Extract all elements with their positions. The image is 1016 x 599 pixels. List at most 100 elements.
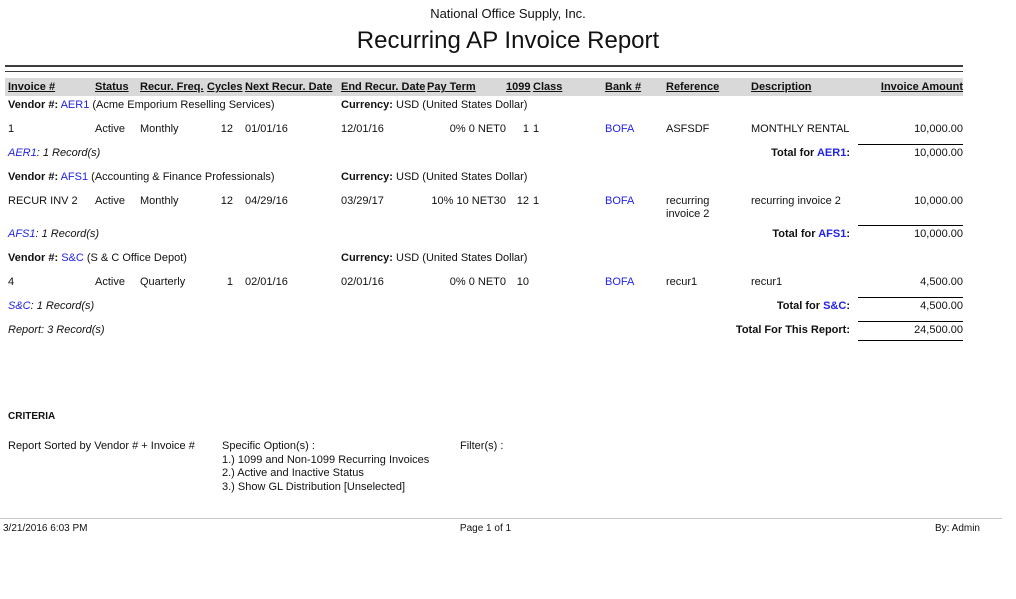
- report-total-label: Total For This Report:: [735, 324, 850, 336]
- cell-reference: recur1: [666, 276, 698, 288]
- record-count: AER1: 1 Record(s): [5, 144, 100, 159]
- col-reference: Reference: [666, 81, 720, 93]
- total-for-text: Total for: [776, 300, 821, 312]
- invoice-row: 4 Active Quarterly 1 02/01/16 02/01/16 0…: [5, 276, 963, 289]
- vendor-code-link[interactable]: S&C: [61, 252, 84, 264]
- title-divider: [5, 65, 963, 72]
- vendor-label: Vendor #:: [8, 252, 59, 264]
- cell-invoice: RECUR INV 2: [8, 195, 78, 207]
- currency-value: USD (United States Dollar): [396, 171, 528, 183]
- cell-bank-link[interactable]: BOFA: [605, 276, 635, 288]
- vendor-name: (Acme Emporium Reselling Services): [92, 99, 275, 111]
- cell-invoice: 4: [8, 276, 15, 288]
- criteria-filters-label: Filter(s) :: [460, 440, 504, 452]
- cell-bank-link[interactable]: BOFA: [605, 123, 635, 135]
- cell-1099: 10: [516, 276, 529, 288]
- record-count: S&C: 1 Record(s): [5, 297, 94, 312]
- total-vendor-code-link[interactable]: AER1: [816, 147, 847, 159]
- record-count-code-link[interactable]: S&C: [8, 300, 31, 312]
- col-invoice-amount: Invoice Amount: [880, 81, 963, 93]
- vendor-total-amount: 10,000.00: [858, 144, 963, 159]
- currency-label: Currency:: [341, 99, 393, 111]
- cell-description: recur1: [751, 276, 783, 288]
- criteria-option: 1.) 1099 and Non-1099 Recurring Invoices: [222, 453, 430, 466]
- currency-label: Currency:: [341, 171, 393, 183]
- invoice-row: 1 Active Monthly 12 01/01/16 12/01/16 0%…: [5, 123, 963, 136]
- cell-class: 1: [533, 195, 540, 207]
- total-for-text: Total for: [772, 228, 816, 240]
- cell-end-date: 03/29/17: [341, 195, 384, 207]
- cell-1099: 12: [516, 195, 529, 207]
- cell-class: [533, 276, 605, 289]
- currency-value: USD (United States Dollar): [396, 99, 528, 111]
- company-name: National Office Supply, Inc.: [430, 6, 586, 21]
- cell-cycles: 12: [220, 123, 233, 135]
- cell-description: MONTHLY RENTAL: [751, 123, 850, 135]
- vendor-total-amount: 4,500.00: [858, 297, 963, 312]
- vendor-code-link[interactable]: AFS1: [60, 171, 89, 183]
- vendor-name: (Accounting & Finance Professionals): [91, 171, 275, 183]
- cell-pay-term: 0% 0 NET0: [449, 276, 506, 288]
- cell-amount: 10,000.00: [914, 123, 963, 135]
- col-cycles: Cycles: [207, 81, 243, 93]
- col-bank: Bank #: [605, 81, 642, 93]
- cell-1099: 1: [522, 123, 529, 135]
- vendor-total-label: Total for S&C:: [777, 297, 850, 312]
- footer-datetime: 3/21/2016 6:03 PM: [3, 523, 88, 534]
- cell-bank-link[interactable]: BOFA: [605, 195, 635, 207]
- criteria-option: 2.) Active and Inactive Status: [222, 467, 364, 479]
- criteria-option: 3.) Show GL Distribution [Unselected]: [222, 480, 406, 493]
- vendor-label: Vendor #:: [8, 171, 59, 183]
- vendor-header-aer1: Vendor #: AER1 (Acme Emporium Reselling …: [8, 99, 958, 111]
- vendor-total-label: Total for AFS1:: [772, 225, 850, 240]
- invoice-row: RECUR INV 2 Active Monthly 12 04/29/16 0…: [5, 195, 963, 221]
- record-count: AFS1: 1 Record(s): [5, 225, 99, 240]
- footer-printed-by: By: Admin: [934, 523, 980, 534]
- col-pay-term: Pay Term: [427, 81, 476, 93]
- total-colon: :: [846, 300, 850, 312]
- cell-next-date: 01/01/16: [245, 123, 288, 135]
- col-class: Class: [533, 81, 563, 93]
- total-vendor-code-link[interactable]: AFS1: [818, 228, 847, 240]
- record-count-code-link[interactable]: AER1: [8, 147, 37, 159]
- cell-reference: recurring invoice 2: [666, 195, 710, 220]
- report-summary-row: Report: 3 Record(s) Total For This Repor…: [5, 321, 963, 341]
- cell-status: Active: [95, 276, 125, 288]
- cell-status: Active: [95, 123, 125, 135]
- col-description: Description: [751, 81, 812, 93]
- criteria-sorted-by: Report Sorted by Vendor # + Invoice #: [8, 440, 195, 452]
- col-end-recur-date: End Recur. Date: [341, 81, 426, 93]
- report-total-amount: 24,500.00: [858, 321, 963, 341]
- record-count-text: : 1 Record(s): [36, 147, 101, 159]
- report-record-count: Report: 3 Record(s): [8, 324, 105, 336]
- cell-amount: 4,500.00: [920, 276, 963, 288]
- col-1099: 1099: [506, 81, 531, 93]
- vendor-summary-aer1: AER1: 1 Record(s) Total for AER1: 10,000…: [5, 144, 963, 159]
- cell-next-date: 02/01/16: [245, 276, 288, 288]
- total-colon: :: [846, 147, 850, 159]
- criteria-heading: CRITERIA: [8, 411, 56, 422]
- cell-pay-term: 10% 10 NET30: [431, 195, 506, 207]
- col-status: Status: [95, 81, 129, 93]
- cell-freq: Quarterly: [140, 276, 186, 288]
- record-count-text: : 1 Record(s): [30, 300, 95, 312]
- report-title: Recurring AP Invoice Report: [356, 27, 660, 54]
- vendor-summary-afs1: AFS1: 1 Record(s) Total for AFS1: 10,000…: [5, 225, 963, 240]
- currency-block: Currency: USD (United States Dollar): [341, 252, 527, 264]
- cell-end-date: 02/01/16: [341, 276, 384, 288]
- footer-divider: [0, 518, 1002, 519]
- total-vendor-code-link[interactable]: S&C: [823, 300, 847, 312]
- vendor-code-link[interactable]: AER1: [60, 99, 90, 111]
- vendor-header-sc: Vendor #: S&C (S & C Office Depot) Curre…: [8, 252, 958, 264]
- currency-block: Currency: USD (United States Dollar): [341, 171, 527, 183]
- cell-description: recurring invoice 2: [751, 195, 841, 207]
- cell-pay-term: 0% 0 NET0: [449, 123, 506, 135]
- record-count-code-link[interactable]: AFS1: [8, 228, 36, 240]
- cell-end-date: 12/01/16: [341, 123, 384, 135]
- currency-label: Currency:: [341, 252, 393, 264]
- criteria-options: Specific Option(s) : 1.) 1099 and Non-10…: [222, 440, 429, 494]
- cell-cycles: 1: [226, 276, 233, 288]
- vendor-name: (S & C Office Depot): [86, 252, 187, 264]
- cell-reference: ASFSDF: [666, 123, 710, 135]
